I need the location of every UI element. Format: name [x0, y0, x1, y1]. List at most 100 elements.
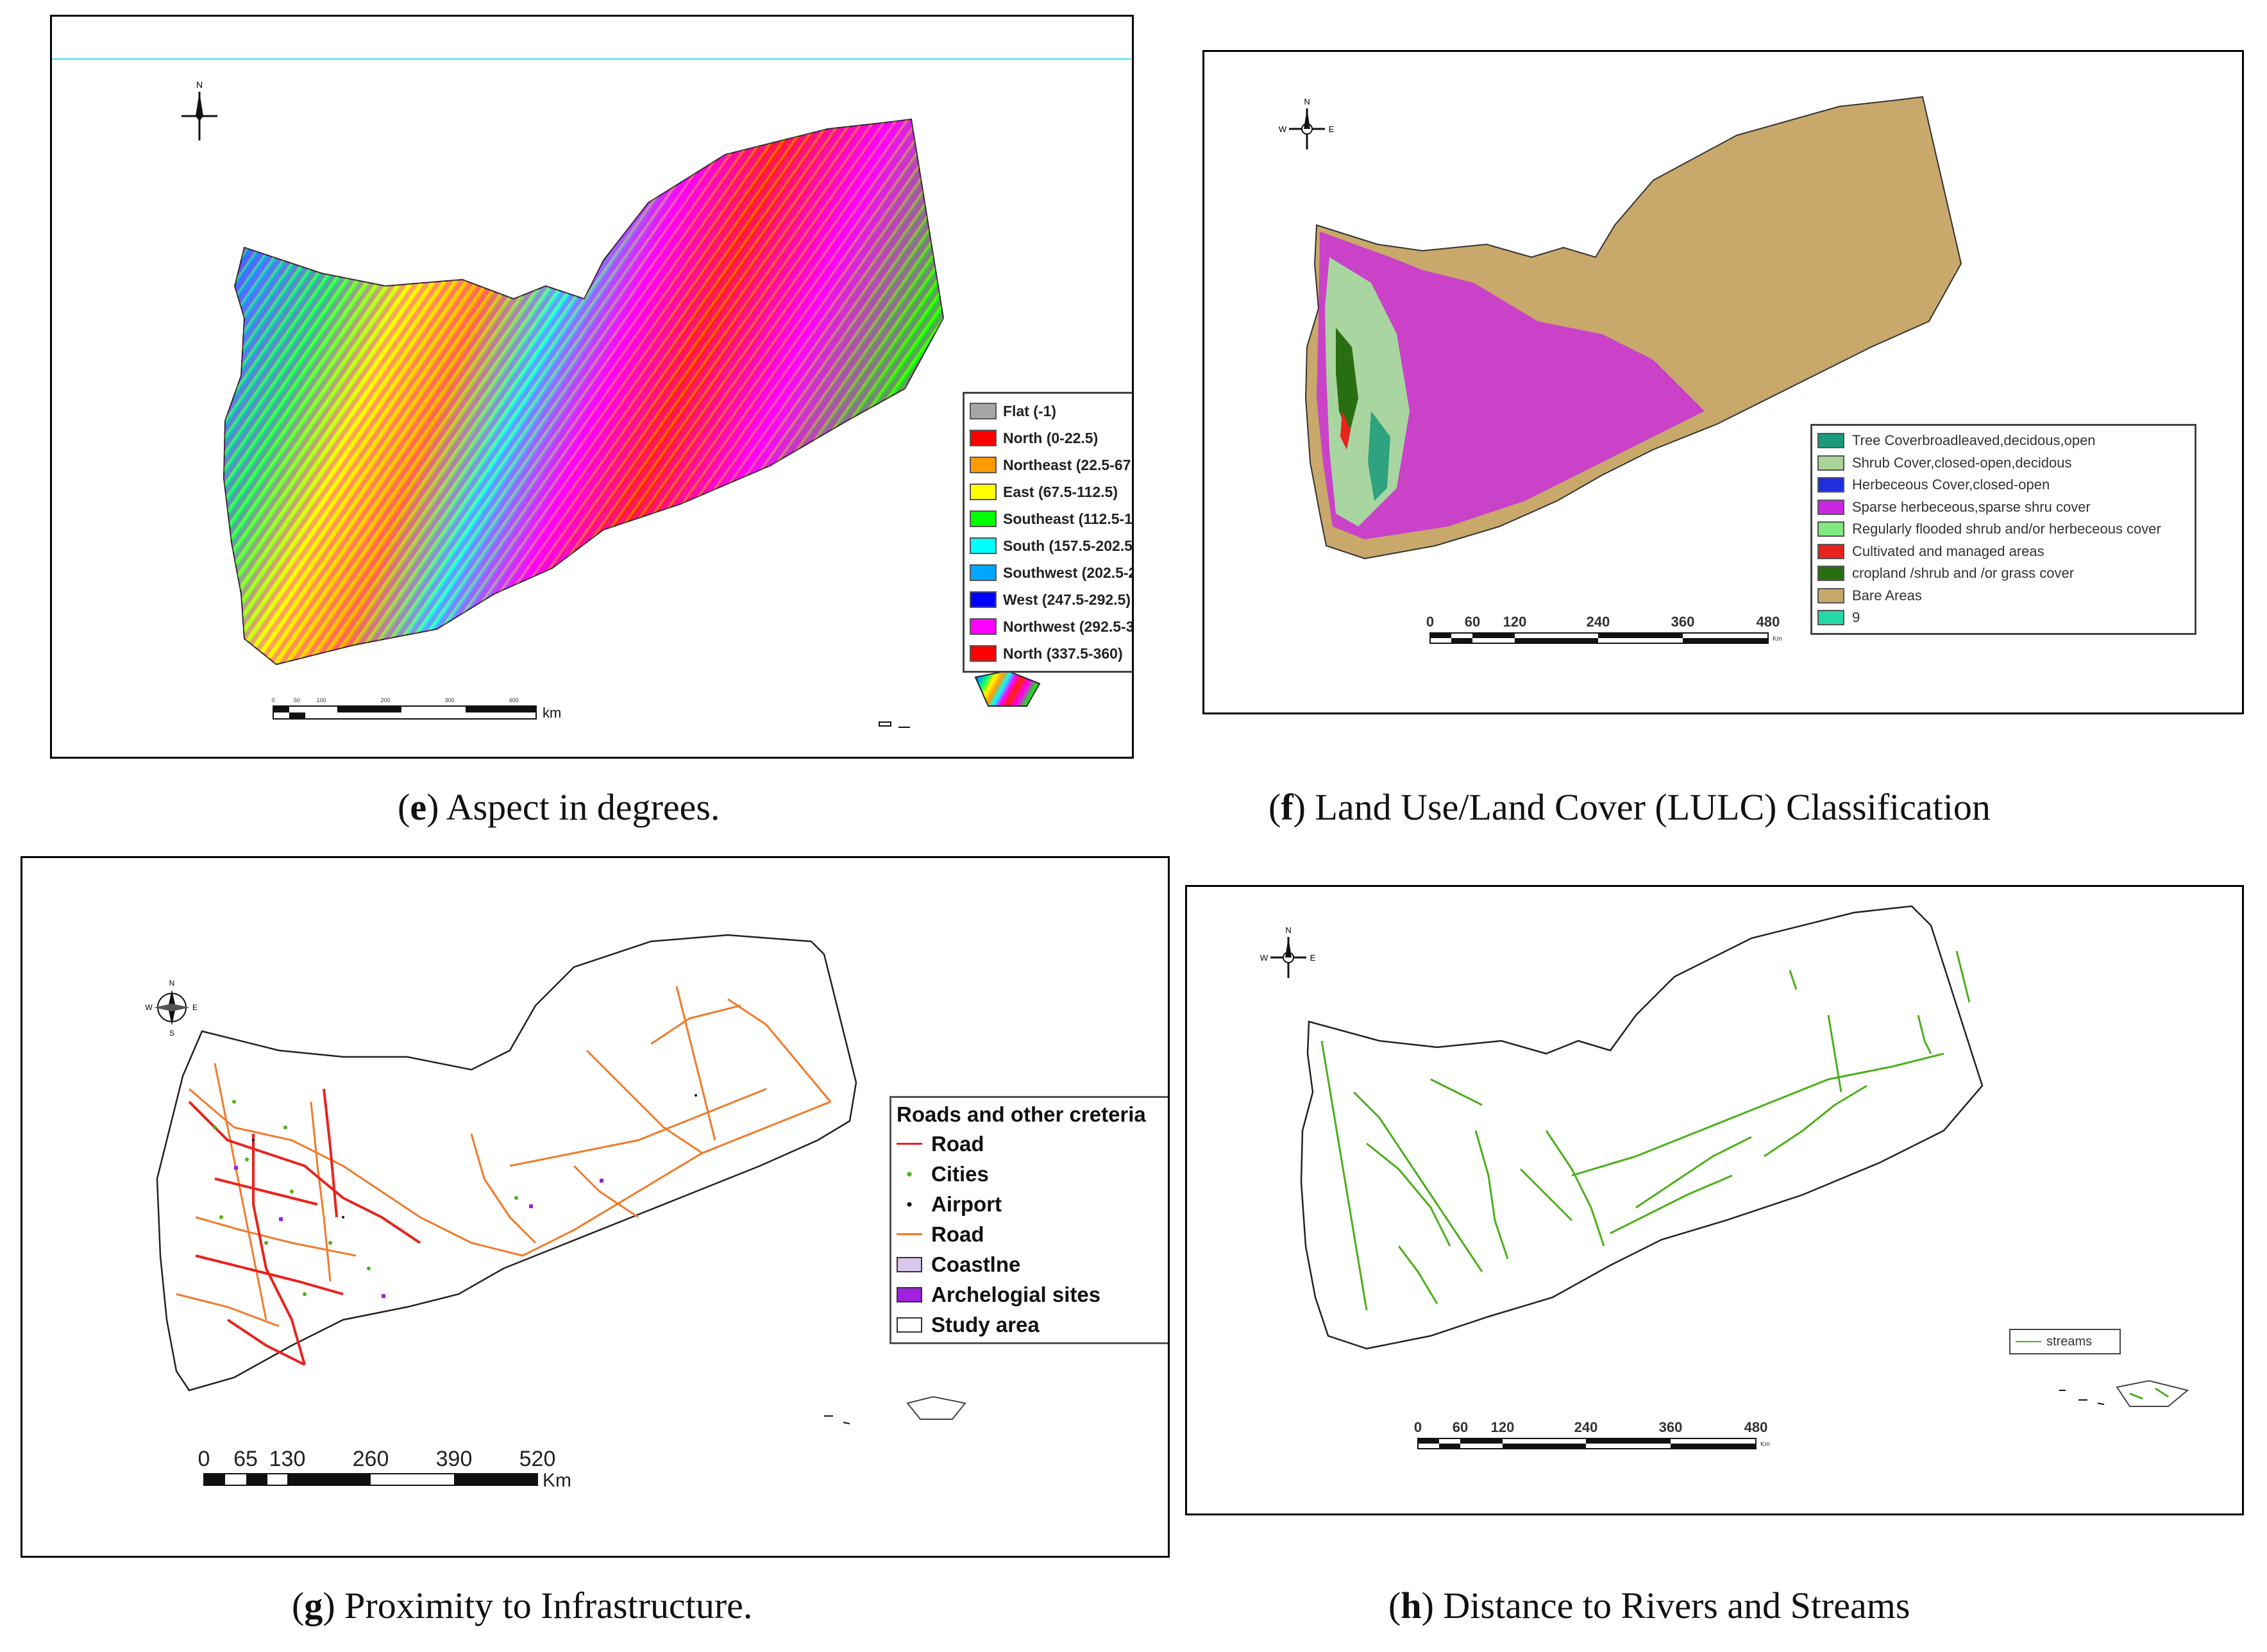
legend-swatch — [970, 537, 997, 554]
legend-label: West (247.5-292.5) — [1003, 591, 1131, 608]
scale-bar: 0 60 120 240 360 480 Km — [1426, 614, 1782, 644]
aspect-legend: Flat (-1) North (0-22.5) Northeast (22.5-6… — [963, 392, 1134, 673]
legend-swatch — [1817, 610, 1844, 626]
svg-text:360: 360 — [1671, 614, 1695, 630]
svg-text:480: 480 — [1744, 1419, 1768, 1435]
legend-label: Airport — [931, 1192, 1002, 1216]
legend-swatch — [1817, 455, 1844, 471]
legend-item: Road — [897, 1129, 1163, 1159]
svg-text:N: N — [1285, 925, 1291, 935]
svg-text:50: 50 — [294, 697, 300, 704]
legend-item: Flat (-1) — [970, 398, 1132, 425]
svg-text:0: 0 — [271, 697, 274, 704]
svg-text:300: 300 — [444, 697, 454, 704]
legend-label: Southeast (112.5-157.5) — [1003, 510, 1133, 527]
legend-item: Southwest (202.5-247.5) — [970, 559, 1132, 586]
caption-f: (f) Land Use/Land Cover (LULC) Classific… — [1268, 786, 1991, 828]
legend-swatch — [1817, 433, 1844, 449]
caption-h: (h) Distance to Rivers and Streams — [1388, 1585, 1910, 1626]
legend-item: East (67.5-112.5) — [970, 478, 1132, 505]
svg-text:N: N — [1304, 97, 1310, 106]
map-panel-streams: N W E 0 60 120 240 360 480 Km streams — [1185, 885, 2244, 1515]
legend-label: Northwest (292.5-337.5) — [1003, 618, 1134, 635]
legend-symbol — [2016, 1338, 2041, 1345]
legend-symbol — [897, 1136, 922, 1152]
north-arrow-icon: N W E — [1260, 925, 1316, 978]
legend-item: Study area — [897, 1310, 1163, 1340]
legend-item: cropland /shrub and /or grass cover — [1817, 562, 2189, 585]
legend-swatch — [970, 457, 997, 473]
legend-label: East (67.5-112.5) — [1003, 483, 1118, 500]
legend-swatch — [1817, 543, 1844, 559]
svg-text:E: E — [1310, 953, 1316, 963]
legend-label: Sparse herbeceous,sparse shru cover — [1852, 498, 2091, 515]
legend-symbol — [897, 1226, 922, 1242]
legend-item: Cultivated and managed areas — [1817, 541, 2189, 563]
legend-symbol — [897, 1286, 922, 1302]
legend-label: Flat (-1) — [1003, 402, 1057, 419]
roads-orange — [176, 986, 832, 1328]
legend-item: South (157.5-202.5) — [970, 532, 1134, 559]
legend-item: Herbeceous Cover,closed-open — [1817, 474, 2189, 496]
svg-text:W: W — [1279, 124, 1287, 134]
legend-item: Regularly flooded shrub and/or herbeceou… — [1817, 518, 2189, 541]
legend-label: Herbeceous Cover,closed-open — [1852, 476, 2050, 493]
legend-label: Study area — [931, 1312, 1040, 1336]
legend-label: Cities — [931, 1161, 989, 1186]
scale-bar: 0 60 120 240 360 480 Km — [1414, 1419, 1770, 1449]
svg-text:Km: Km — [1760, 1441, 1770, 1448]
legend-item: Northeast (22.5-67.5) — [970, 451, 1134, 478]
north-arrow-icon: N — [181, 80, 217, 140]
compass-rose-icon: N S W E — [145, 979, 198, 1038]
legend-label: Southwest (202.5-247.5) — [1003, 564, 1132, 581]
svg-text:W: W — [145, 1003, 153, 1012]
legend-label: South (157.5-202.5) — [1003, 537, 1134, 554]
legend-item: Southeast (112.5-157.5) — [970, 505, 1133, 532]
legend-item: Archelogial sites — [897, 1279, 1163, 1310]
scale-bar: 0 50 100 200 300 400 km — [271, 697, 561, 721]
svg-text:130: 130 — [269, 1447, 306, 1471]
legend-label: Tree Coverbroadleaved,decidous,open — [1852, 432, 2096, 449]
aspect-map: N 0 50 100 200 300 400 km — [52, 58, 1132, 728]
legend-label: Road — [931, 1222, 984, 1246]
svg-text:N: N — [169, 979, 175, 988]
svg-text:240: 240 — [1587, 614, 1610, 630]
svg-text:km: km — [543, 705, 561, 721]
legend-title: Roads and other creteria — [897, 1102, 1146, 1126]
legend-symbol — [897, 1196, 922, 1212]
legend-item: Tree Coverbroadleaved,decidous,open — [1817, 430, 2189, 452]
svg-text:60: 60 — [1465, 614, 1480, 630]
legend-label: 9 — [1852, 609, 1860, 626]
svg-text:Km: Km — [1773, 636, 1782, 643]
legend-item: Airport — [897, 1189, 1163, 1219]
legend-swatch — [1817, 587, 1844, 603]
legend-swatch — [970, 430, 997, 446]
svg-text:0: 0 — [1426, 614, 1434, 630]
lulc-legend: Tree Coverbroadleaved,decidous,open Shrub… — [1810, 424, 2196, 635]
streams-legend: streams — [2009, 1329, 2121, 1354]
svg-text:W: W — [1260, 953, 1268, 963]
legend-item: Shrub Cover,closed-open,decidous — [1817, 452, 2189, 475]
legend-swatch — [970, 564, 997, 581]
svg-text:E: E — [1329, 124, 1335, 134]
svg-text:N: N — [196, 80, 203, 90]
legend-item: North (337.5-360) — [970, 640, 1132, 667]
map-panel-lulc: N W E 0 60 120 240 360 480 Km Tree Cover… — [1202, 50, 2244, 714]
legend-swatch — [1817, 521, 1844, 537]
infrastructure-map: N S W E 0 65 130 260 390 520 Km — [145, 934, 966, 1491]
svg-text:120: 120 — [1503, 614, 1527, 630]
legend-item: 9 — [1817, 607, 2189, 629]
map-panel-aspect: N 0 50 100 200 300 400 km Flat (-1) North… — [50, 15, 1134, 759]
legend-label: Shrub Cover,closed-open,decidous — [1852, 454, 2072, 471]
legend-label: Road — [931, 1131, 984, 1156]
map-panel-infrastructure: N S W E 0 65 130 260 390 520 Km Roads an… — [21, 856, 1170, 1558]
legend-item: Bare Areas — [1817, 585, 2189, 607]
svg-text:400: 400 — [509, 697, 518, 704]
legend-label: Northeast (22.5-67.5) — [1003, 456, 1134, 473]
legend-label: Bare Areas — [1852, 587, 1922, 603]
legend-swatch — [1817, 477, 1844, 493]
svg-text:0: 0 — [198, 1447, 210, 1471]
legend-label: Regularly flooded shrub and/or herbeceou… — [1852, 521, 2161, 537]
legend-swatch — [1817, 499, 1844, 515]
svg-text:260: 260 — [353, 1447, 389, 1471]
